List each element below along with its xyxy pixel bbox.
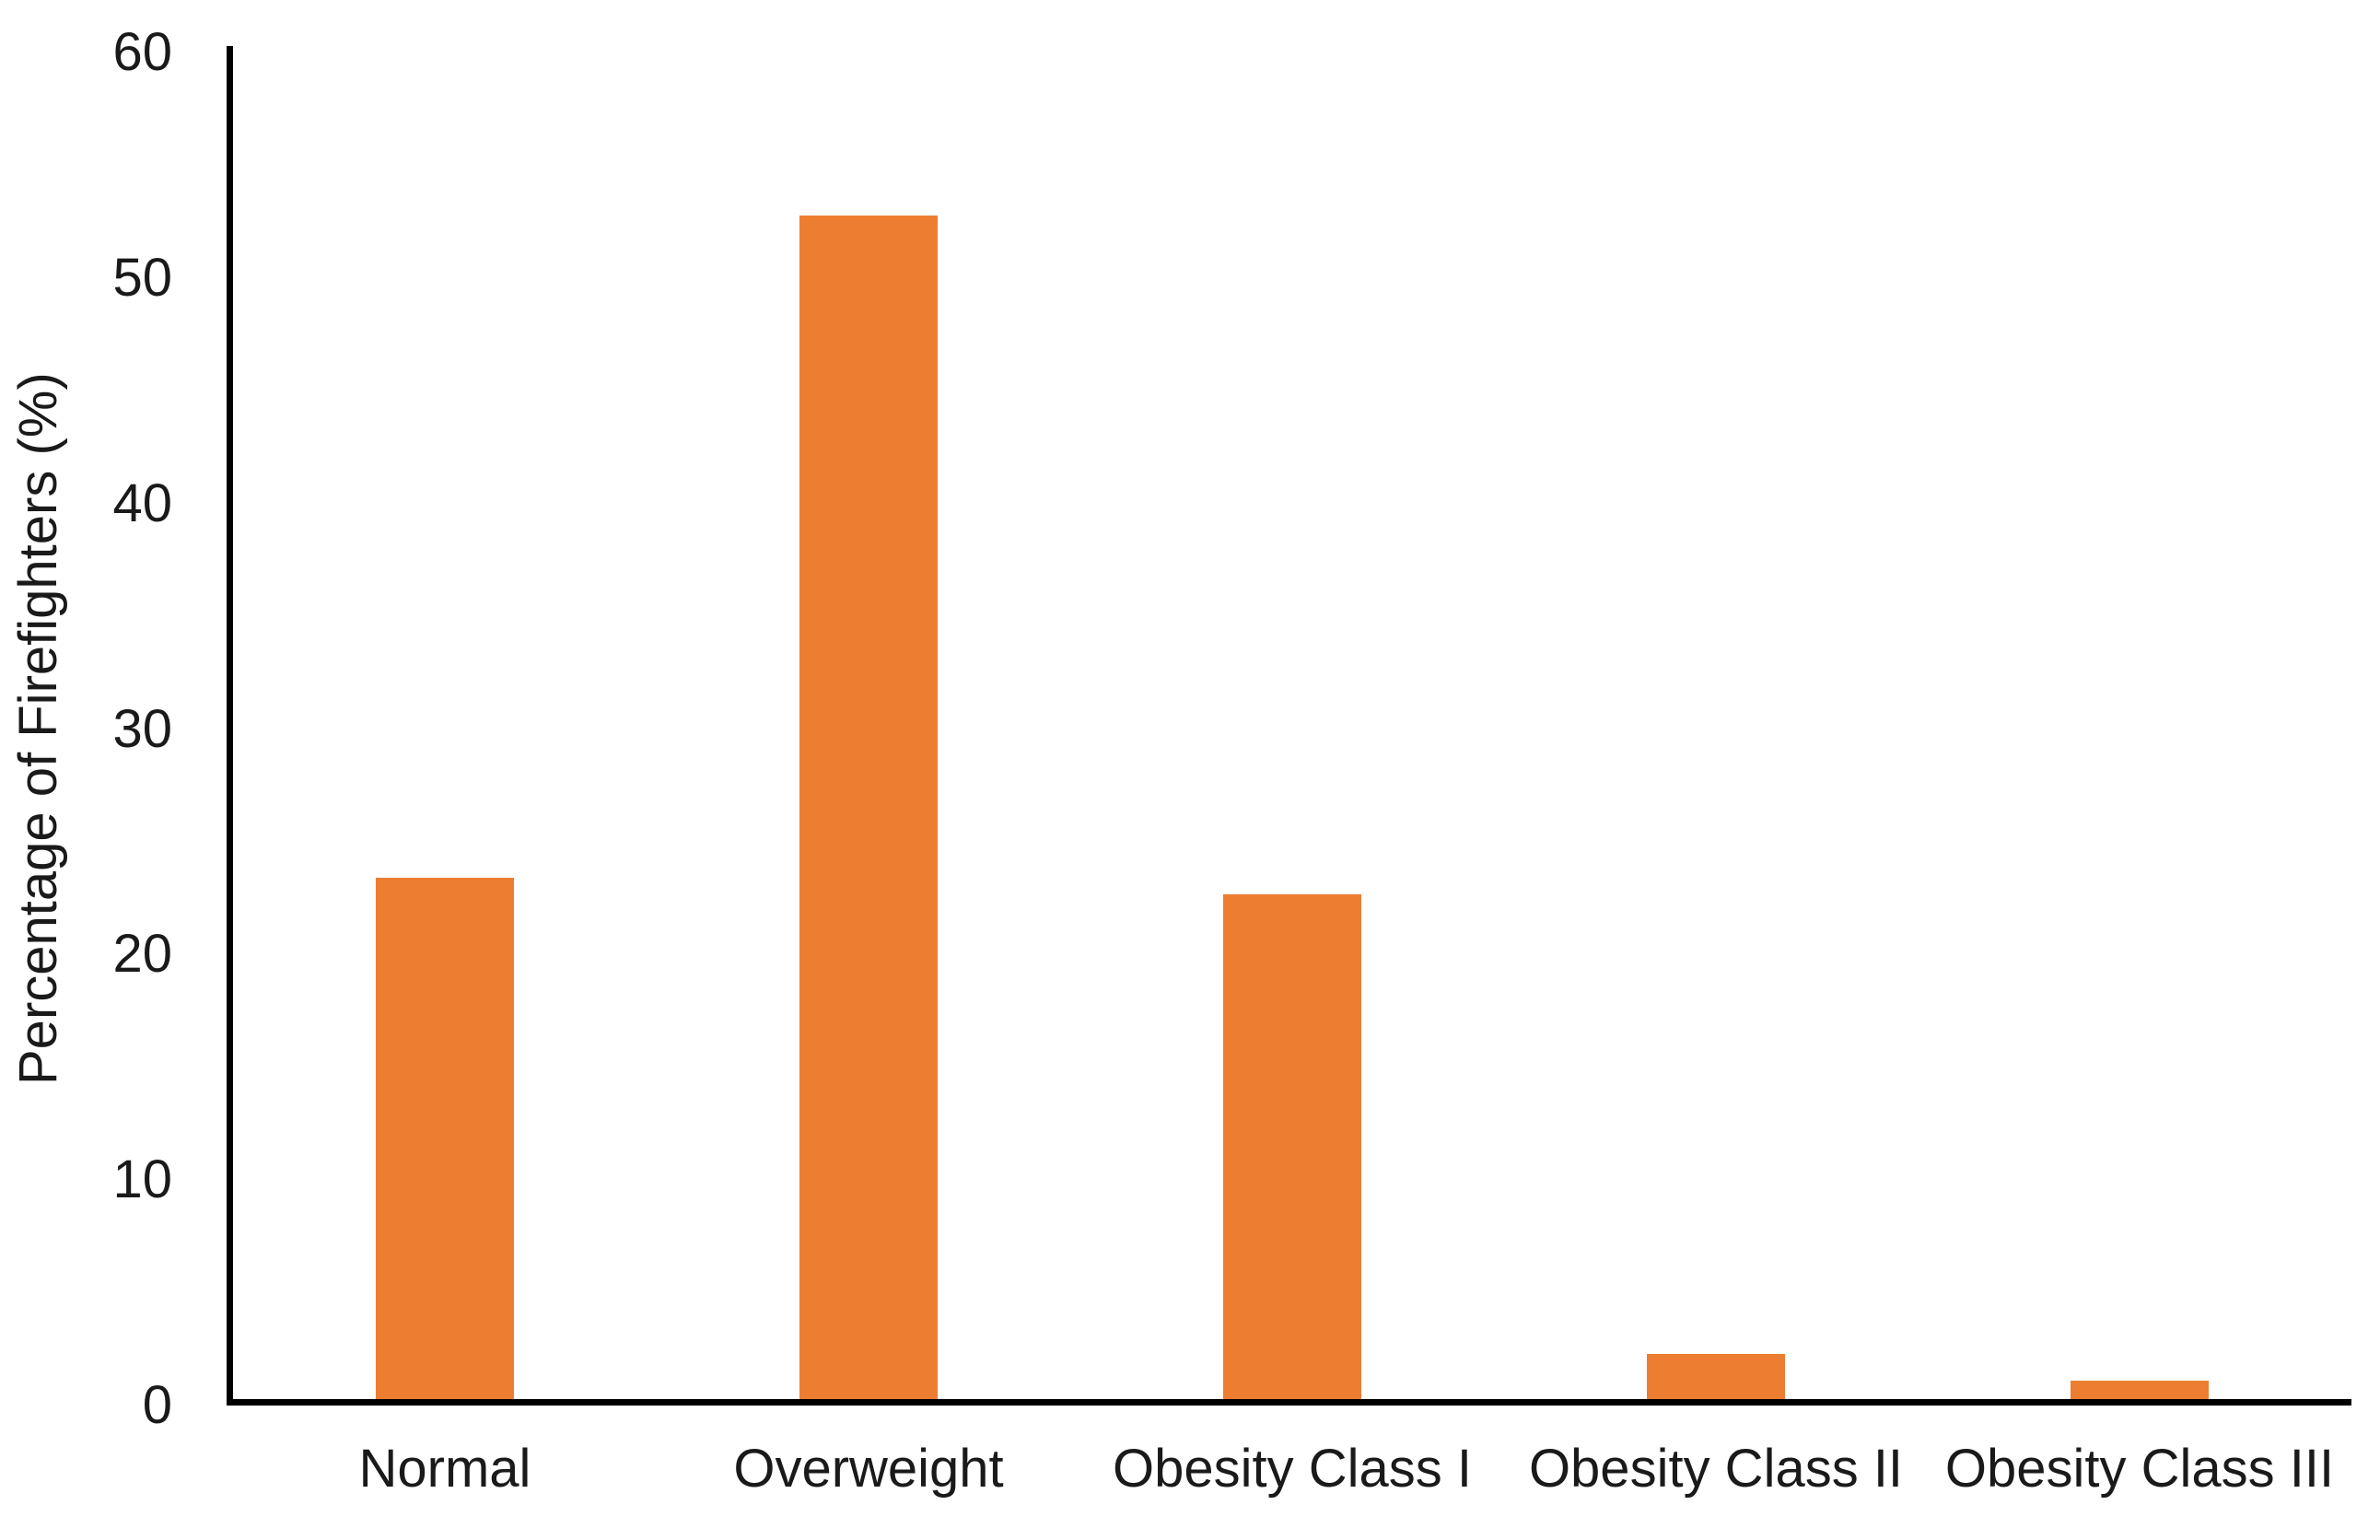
x-axis-category-labels: Normal Overweight Obesity Class I Obesity C…	[233, 1439, 2351, 1500]
bar	[1223, 893, 1361, 1399]
bar-slot	[1080, 46, 1504, 1399]
y-tick-label: 10	[112, 1149, 172, 1210]
x-category-label: Obesity Class II	[1528, 1439, 1904, 1499]
x-category-label: Obesity Class I	[1113, 1439, 1472, 1499]
plot-area	[227, 46, 2351, 1406]
bar	[799, 215, 938, 1399]
x-category-label: Normal	[358, 1439, 531, 1499]
bars-container	[233, 46, 2351, 1399]
x-category-label: Obesity Class III	[1944, 1439, 2335, 1499]
y-tick-label: 60	[112, 22, 172, 82]
bar-slot	[1928, 46, 2351, 1399]
x-category-label: Overweight	[733, 1439, 1004, 1499]
bar-slot	[233, 46, 657, 1399]
bar-slot	[1504, 46, 1928, 1399]
y-tick-label: 40	[112, 472, 172, 533]
y-tick-label: 50	[112, 247, 172, 308]
bar	[376, 878, 514, 1399]
bar	[2071, 1381, 2209, 1399]
bar	[1647, 1354, 1785, 1399]
y-axis-tick-labels: 0 10 20 30 40 50 60	[0, 26, 172, 1432]
y-tick-label: 0	[142, 1375, 172, 1435]
bar-slot	[657, 46, 1080, 1399]
y-tick-label: 30	[112, 698, 172, 759]
y-tick-label: 20	[112, 924, 172, 985]
